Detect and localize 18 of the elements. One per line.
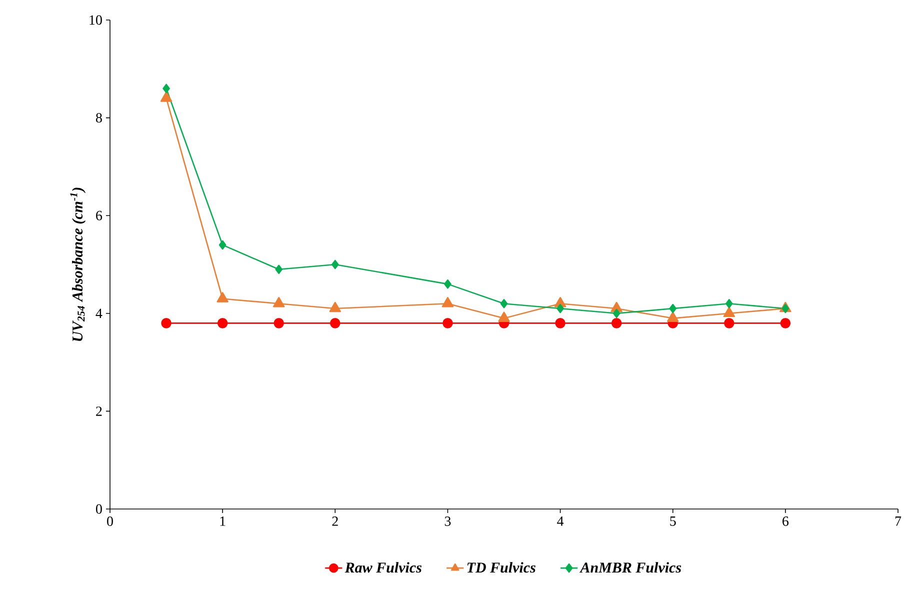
legend-label: Raw Fulvics: [344, 562, 422, 573]
x-tick-label: 3: [444, 516, 451, 526]
x-tick-label: 1: [220, 516, 226, 526]
legend-label: TD Fulvics: [467, 562, 536, 573]
legend-label: AnMBR Fulvics: [579, 562, 682, 573]
x-tick-label: 6: [782, 516, 789, 526]
x-tick-label: 2: [332, 516, 338, 526]
x-tick-label: 0: [107, 516, 113, 526]
y-tick-label: 8: [96, 113, 102, 123]
x-tick-label: 4: [557, 516, 564, 526]
x-tick-label: 5: [670, 516, 676, 526]
x-tick-label: 7: [895, 516, 902, 526]
y-tick-label: 6: [96, 210, 102, 220]
y-axis-title: UV$_{254}$ Absorbance (cm$^{-1}$): [70, 188, 86, 342]
y-tick-label: 10: [90, 15, 102, 25]
y-tick-label: 0: [96, 504, 102, 514]
y-tick-label: 4: [96, 308, 102, 318]
y-tick-label: 2: [96, 406, 102, 416]
